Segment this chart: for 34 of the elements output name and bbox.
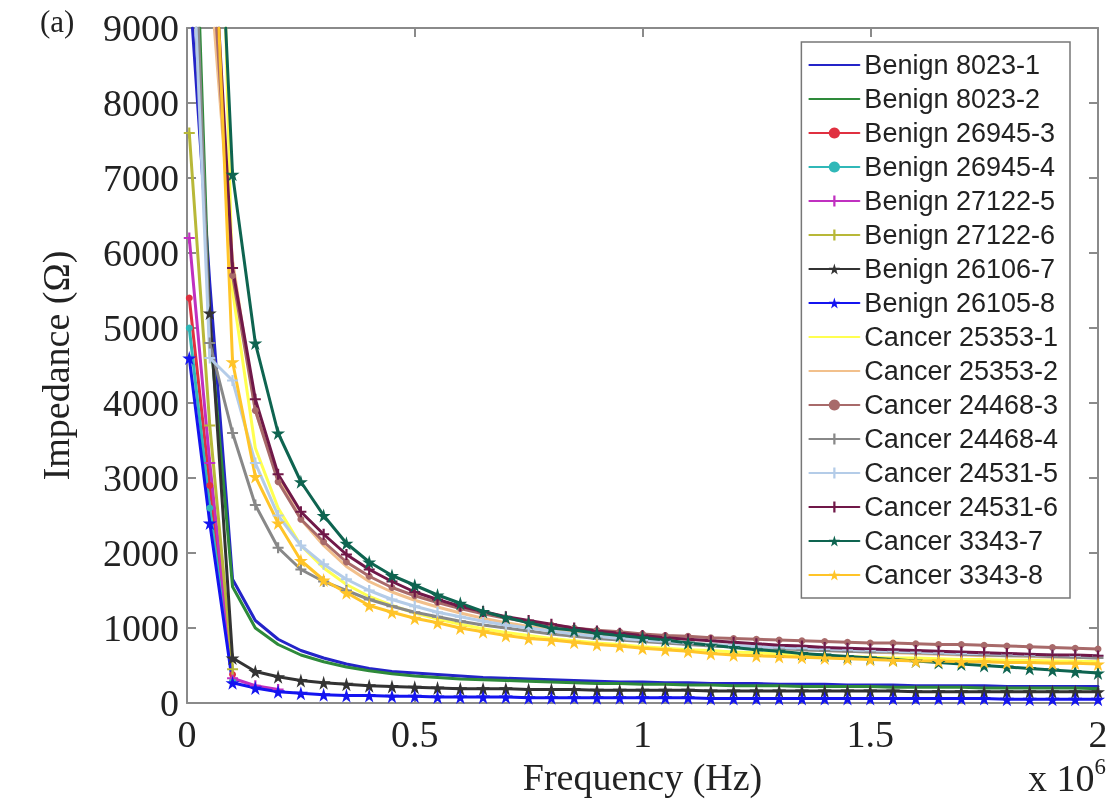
- legend-label: Cancer 24531-6: [864, 492, 1059, 522]
- legend-label: Benign 26945-3: [864, 118, 1056, 148]
- y-tick-label: 2000: [103, 532, 179, 574]
- legend-label: Benign 26106-7: [864, 254, 1056, 284]
- legend-label: Cancer 25353-1: [864, 322, 1059, 352]
- y-tick-label: 1000: [103, 607, 179, 649]
- text: x 10$^{6}$: [1028, 753, 1106, 799]
- y-tick-label: 5000: [103, 307, 179, 349]
- y-tick-label: 0: [160, 682, 179, 724]
- legend-label: Benign 26105-8: [864, 288, 1056, 318]
- legend-label: Cancer 24468-3: [864, 390, 1059, 420]
- x-tick-label: 1: [633, 713, 652, 755]
- y-tick-label: 4000: [103, 382, 179, 424]
- legend-label: Cancer 3343-8: [864, 560, 1043, 590]
- x-tick-label: 0.5: [391, 713, 439, 755]
- legend-label: Benign 26945-4: [864, 152, 1056, 182]
- legend-label: Benign 27122-6: [864, 220, 1056, 250]
- x-axis-title: Frequency (Hz): [522, 755, 763, 799]
- x-tick-label: 1.5: [846, 713, 894, 755]
- legend-label: Benign 27122-5: [864, 186, 1056, 216]
- y-axis-title: Impedance (Ω): [35, 250, 78, 481]
- legend-label: Benign 8023-2: [864, 84, 1041, 114]
- y-tick-label: 9000: [103, 7, 179, 49]
- text: (a): [40, 4, 75, 39]
- y-tick-label: 3000: [103, 457, 179, 499]
- legend-label: Cancer 24468-4: [864, 424, 1059, 454]
- legend-label: Benign 8023-1: [864, 50, 1041, 80]
- y-tick-label: 8000: [103, 82, 179, 124]
- x-tick-label: 2: [1088, 713, 1108, 755]
- y-tick-label: 7000: [103, 157, 179, 199]
- legend-label: Cancer 3343-7: [864, 526, 1043, 556]
- y-tick-label: 6000: [103, 232, 179, 274]
- legend-label: Cancer 24531-5: [864, 458, 1059, 488]
- legend-label: Cancer 25353-2: [864, 356, 1059, 386]
